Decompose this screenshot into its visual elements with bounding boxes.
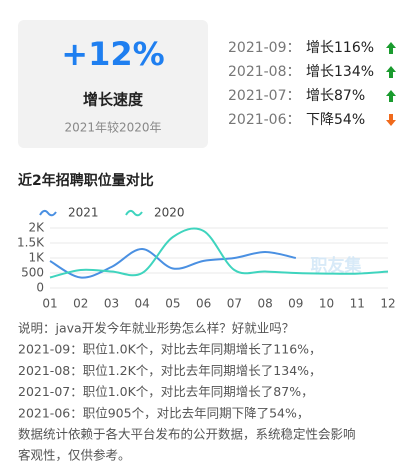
- x-tick-label: 09: [288, 297, 303, 311]
- note-line: 2021-09：职位1.0K个，对比去年同期增长了116%，: [18, 342, 322, 357]
- x-tick-label: 05: [165, 297, 180, 311]
- y-tick-label: 500: [21, 266, 44, 280]
- note-line: 客观性，仅供参考。: [18, 448, 131, 463]
- x-tick-label: 11: [350, 297, 365, 311]
- stat-label: 增长速度: [83, 91, 144, 109]
- note-line: 2021-06：职位905个，对比去年同期下降了54%，: [18, 405, 309, 420]
- series-line: [49, 227, 389, 279]
- change-text: 增长87%: [306, 88, 365, 104]
- change-text: 下降54%: [306, 112, 365, 128]
- note-line: 数据统计依赖于各大平台发布的公开数据，系统稳定性会影响: [18, 427, 356, 442]
- y-tick-label: 1K: [28, 251, 45, 265]
- change-text: 增长134%: [306, 64, 374, 80]
- x-tick-label: 07: [227, 297, 242, 311]
- change-text: 增长116%: [306, 40, 374, 56]
- y-tick-label: 2K: [28, 221, 45, 235]
- legend-label: 2020: [154, 206, 185, 220]
- section-title: 近2年招聘职位量对比: [18, 172, 154, 189]
- note-line: 2021-07：职位1.0K个，对比去年同期增长了87%，: [18, 384, 314, 399]
- y-tick-label: 1.5K: [17, 236, 45, 250]
- stat-sub: 2021年较2020年: [64, 120, 161, 135]
- change-date: 2021-09：: [228, 40, 301, 56]
- x-tick-label: 02: [73, 297, 88, 311]
- trend-arrow: [386, 42, 396, 54]
- change-date: 2021-08：: [228, 64, 301, 80]
- x-tick-label: 08: [257, 297, 272, 311]
- note-line: 说明：java开发今年就业形势怎么样？好就业吗？: [18, 321, 294, 336]
- x-tick-label: 03: [104, 297, 119, 311]
- series-line: [49, 247, 297, 279]
- legend-icon: [125, 209, 143, 217]
- watermark: 职友集: [311, 255, 363, 276]
- trend-arrow: [386, 90, 396, 102]
- trend-arrow: [386, 114, 396, 126]
- x-tick-label: 10: [319, 297, 334, 311]
- change-date: 2021-06：: [228, 112, 301, 128]
- trend-arrow: [386, 66, 396, 78]
- legend-icon: [39, 209, 57, 217]
- legend-label: 2021: [68, 206, 99, 220]
- x-tick-label: 06: [196, 297, 211, 311]
- x-tick-label: 12: [380, 297, 395, 311]
- stat-value: +12%: [61, 35, 164, 73]
- stat-card: [18, 20, 208, 148]
- note-line: 2021-08：职位1.2K个，对比去年同期增长了134%，: [18, 363, 322, 378]
- x-tick-label: 01: [42, 297, 57, 311]
- change-date: 2021-07：: [228, 88, 301, 104]
- x-tick-label: 04: [135, 297, 150, 311]
- y-tick-label: 0: [36, 281, 44, 295]
